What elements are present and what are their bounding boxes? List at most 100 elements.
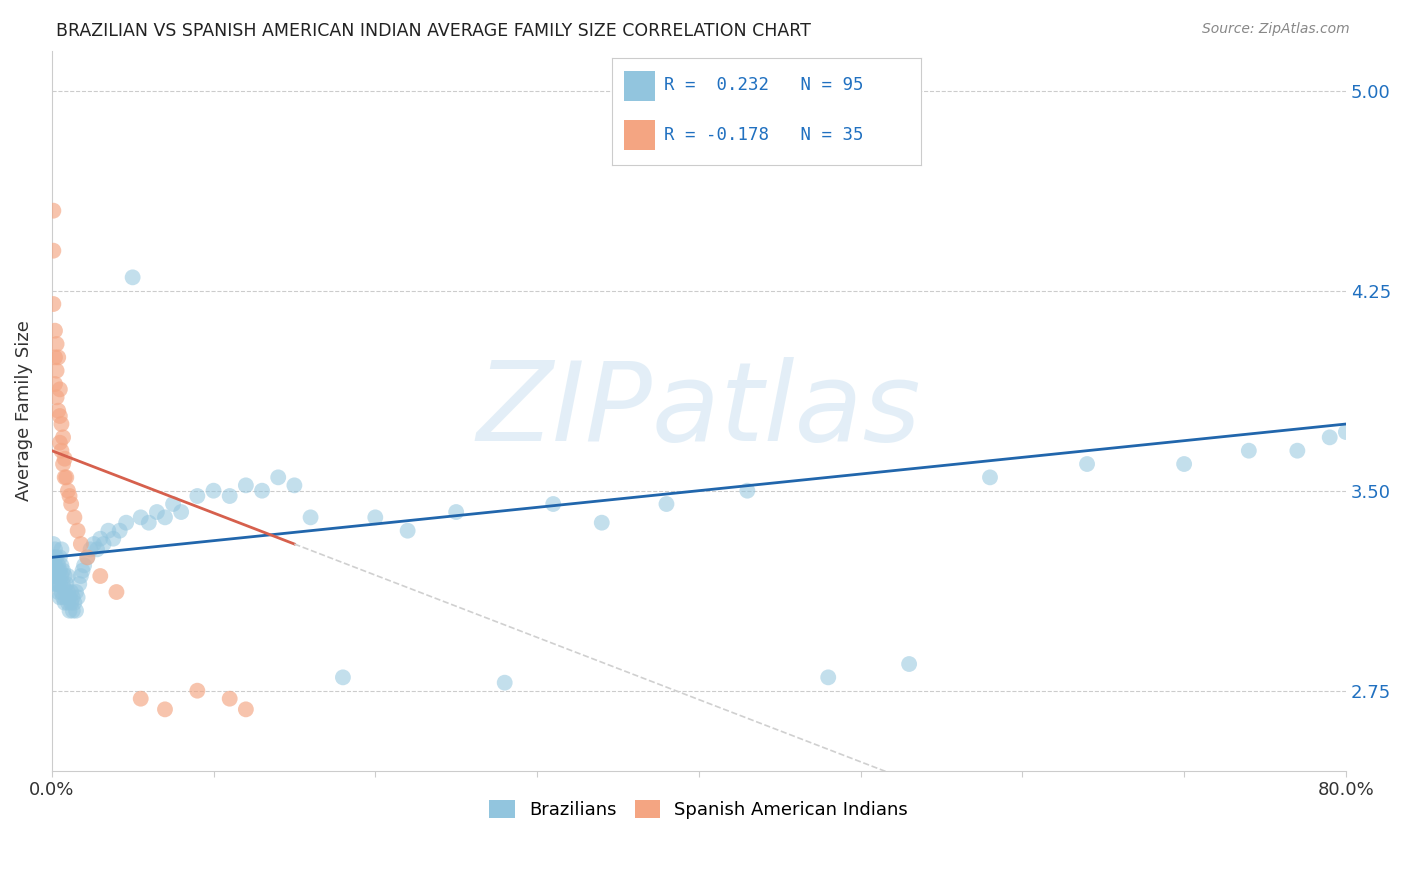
Point (97, 524, 120, 538)
Point (42, 537, 65, 551)
Point (89, 532, 111, 546)
Point (46, 585, 69, 599)
Point (53, 451, 76, 466)
Point (44, 564, 66, 578)
Point (267, 470, 290, 484)
Point (44, 569, 66, 583)
Y-axis label: Average Family Size: Average Family Size (15, 320, 32, 501)
Point (51, 417, 73, 431)
Point (105, 585, 128, 599)
Point (46, 569, 69, 583)
Point (58, 591, 80, 605)
Point (58, 604, 80, 618)
Point (72, 564, 94, 578)
Point (299, 510, 322, 524)
Point (44, 558, 66, 573)
Point (65, 604, 87, 618)
Point (46, 351, 69, 365)
Text: Source: ZipAtlas.com: Source: ZipAtlas.com (1202, 22, 1350, 37)
Point (44, 377, 66, 392)
Point (42, 550, 65, 565)
Point (42, 244, 65, 258)
Point (55, 591, 77, 605)
Point (60, 497, 83, 511)
Point (60, 585, 83, 599)
Point (52, 457, 75, 471)
Point (65, 585, 87, 599)
Point (146, 505, 169, 519)
Point (58, 489, 80, 503)
Point (53, 582, 76, 597)
Point (56, 569, 79, 583)
Point (396, 524, 419, 538)
Point (51, 585, 73, 599)
Point (250, 483, 273, 498)
Point (51, 558, 73, 573)
Point (817, 670, 839, 684)
Point (186, 489, 208, 503)
Point (170, 505, 193, 519)
Point (79, 542, 101, 557)
Point (979, 470, 1001, 484)
Point (53, 596, 76, 610)
Point (55, 577, 77, 591)
Point (53, 569, 76, 583)
Point (76, 550, 98, 565)
Point (52, 591, 75, 605)
Point (67, 577, 90, 591)
Text: R =  0.232   N = 95: R = 0.232 N = 95 (664, 77, 863, 95)
Point (46, 564, 69, 578)
Point (45, 550, 67, 565)
Point (86, 542, 108, 557)
Point (63, 510, 86, 524)
Point (52, 577, 75, 591)
Point (1076, 457, 1098, 471)
Point (66, 524, 89, 538)
Point (45, 569, 67, 583)
Point (52, 564, 75, 578)
Point (541, 497, 564, 511)
Point (70, 569, 93, 583)
Point (73, 558, 96, 573)
Point (42, 569, 65, 583)
Point (44, 550, 66, 565)
Point (129, 691, 152, 706)
Point (42, 558, 65, 573)
Point (76, 550, 98, 565)
Point (42, 203, 65, 218)
Point (138, 516, 160, 530)
Point (56, 585, 79, 599)
Point (49, 382, 72, 396)
Text: BRAZILIAN VS SPANISH AMERICAN INDIAN AVERAGE FAMILY SIZE CORRELATION CHART: BRAZILIAN VS SPANISH AMERICAN INDIAN AVE… (56, 22, 811, 40)
Point (62, 591, 84, 605)
Point (51, 569, 73, 583)
Point (45, 364, 67, 378)
Point (235, 702, 257, 716)
Point (655, 497, 678, 511)
Point (45, 577, 67, 591)
Point (235, 478, 257, 492)
Point (45, 564, 67, 578)
Point (1237, 443, 1260, 458)
Point (737, 483, 759, 498)
Point (162, 497, 184, 511)
Point (49, 577, 72, 591)
Point (202, 483, 225, 498)
Point (60, 596, 83, 610)
Point (46, 577, 69, 591)
Point (56, 596, 79, 610)
Point (186, 683, 208, 698)
Point (89, 569, 111, 583)
Point (83, 537, 105, 551)
Point (1319, 430, 1341, 444)
Point (49, 435, 72, 450)
Point (44, 324, 66, 338)
Point (70, 537, 93, 551)
Point (444, 505, 467, 519)
Point (121, 270, 143, 285)
Point (62, 604, 84, 618)
Point (51, 542, 73, 557)
Point (44, 351, 66, 365)
Point (53, 470, 76, 484)
Point (56, 483, 79, 498)
